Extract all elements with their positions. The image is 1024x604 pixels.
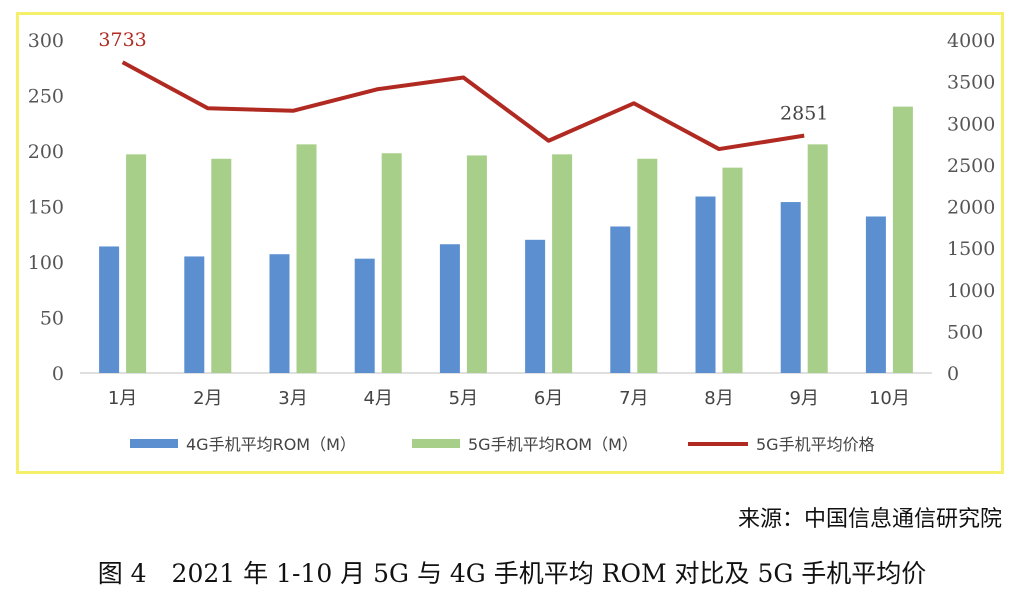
bar-5g-rom [466, 155, 487, 373]
bar-4g-rom [780, 202, 801, 373]
left-y-tick-label: 0 [52, 363, 64, 385]
bar-4g-rom [610, 226, 631, 373]
right-y-tick-label: 3500 [947, 72, 995, 94]
legend-label: 5G手机平均ROM（M） [468, 435, 638, 454]
bar-4g-rom [525, 239, 546, 373]
bar-4g-rom [439, 244, 460, 373]
x-tick-label: 2月 [193, 388, 222, 409]
left-y-tick-label: 200 [28, 141, 64, 163]
figure-caption: 图 4 2021 年 1-10 月 5G 与 4G 手机平均 ROM 对比及 5… [97, 559, 927, 588]
left-y-tick-label: 250 [28, 86, 64, 108]
bar-4g-rom [354, 258, 375, 373]
x-tick-label: 8月 [704, 388, 733, 409]
x-tick-label: 5月 [449, 388, 478, 409]
bar-5g-rom [892, 106, 913, 373]
x-tick-label: 9月 [789, 388, 818, 409]
right-y-tick-label: 2000 [947, 197, 995, 219]
bar-4g-rom [99, 246, 120, 373]
right-y-tick-label: 3000 [947, 113, 995, 135]
bar-4g-rom [184, 256, 205, 373]
legend-label: 5G手机平均价格 [756, 435, 875, 454]
chart-svg: 0501001502002503000500100015002000250030… [28, 29, 996, 454]
x-tick-label: 7月 [619, 388, 648, 409]
chart-frame [16, 12, 1004, 474]
bar-4g-rom [269, 254, 290, 373]
legend-swatch [130, 439, 178, 448]
left-y-tick-label: 50 [40, 308, 64, 330]
bar-4g-rom [695, 196, 716, 373]
data-label: 2851 [780, 103, 828, 125]
right-y-tick-label: 500 [947, 321, 983, 343]
bar-5g-rom [637, 158, 658, 373]
legend-swatch [412, 439, 460, 448]
x-tick-label: 6月 [534, 388, 563, 409]
legend-label: 4G手机平均ROM（M） [186, 435, 356, 454]
left-y-tick-label: 100 [28, 252, 64, 274]
right-y-tick-label: 1000 [947, 280, 995, 302]
bar-5g-rom [807, 144, 828, 373]
data-label: 3733 [98, 29, 146, 51]
x-tick-label: 1月 [108, 388, 137, 409]
right-y-tick-label: 0 [947, 363, 959, 385]
bar-5g-rom [381, 153, 402, 373]
bar-5g-rom [126, 154, 147, 373]
left-y-tick-label: 150 [28, 197, 64, 219]
bar-5g-rom [552, 154, 573, 373]
bar-5g-rom [722, 167, 743, 373]
bar-4g-rom [865, 216, 886, 373]
source-note: 来源：中国信息通信研究院 [737, 507, 1002, 532]
right-y-tick-label: 1500 [947, 238, 995, 260]
x-tick-label: 10月 [869, 388, 910, 409]
right-y-tick-label: 2500 [947, 155, 995, 177]
line-5g-avg-price [121, 60, 805, 152]
bar-5g-rom [296, 144, 317, 373]
left-y-tick-label: 300 [28, 30, 64, 52]
x-tick-label: 3月 [278, 388, 307, 409]
right-y-tick-label: 4000 [947, 30, 995, 52]
x-tick-label: 4月 [363, 388, 392, 409]
bar-5g-rom [211, 158, 232, 373]
